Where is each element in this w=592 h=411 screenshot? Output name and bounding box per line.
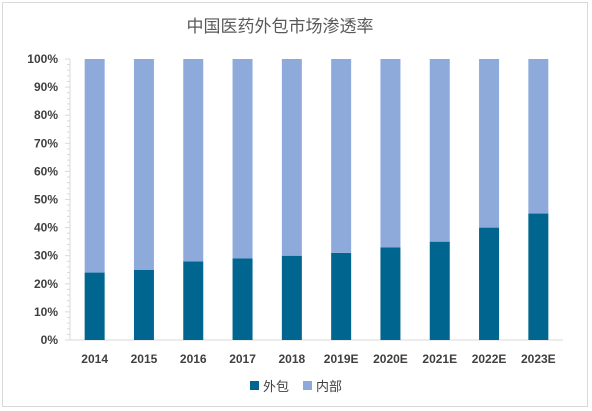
x-tick-label: 2022E bbox=[472, 352, 507, 366]
bar-internal-2015 bbox=[133, 59, 154, 270]
y-tick-label: 30% bbox=[34, 249, 58, 263]
x-tick-label: 2023E bbox=[521, 352, 556, 366]
x-tick-label: 2015 bbox=[131, 352, 158, 366]
bar-internal-2016 bbox=[183, 59, 204, 262]
y-tick-label: 40% bbox=[34, 221, 58, 235]
x-tick-label: 2014 bbox=[81, 352, 108, 366]
legend-label-internal: 内部 bbox=[316, 380, 343, 395]
bar-internal-2019E bbox=[331, 59, 352, 253]
bar-outsourced-2022E bbox=[479, 227, 500, 340]
y-tick-label: 0% bbox=[41, 333, 59, 347]
x-tick-label: 2020E bbox=[373, 352, 408, 366]
bar-internal-2020E bbox=[380, 59, 401, 248]
legend-swatch-outsourced bbox=[249, 381, 259, 390]
bar-outsourced-2015 bbox=[133, 269, 154, 340]
legend-label-outsourced: 外包 bbox=[262, 380, 289, 395]
bar-internal-2022E bbox=[479, 59, 500, 228]
y-tick-label: 60% bbox=[34, 164, 58, 178]
y-tick-label: 20% bbox=[34, 277, 58, 291]
legend-swatch-internal bbox=[303, 381, 312, 390]
x-tick-label: 2021E bbox=[422, 352, 457, 366]
legend-item-outsourced: 外包 bbox=[249, 376, 289, 395]
bar-internal-2021E bbox=[429, 59, 450, 242]
x-tick-label: 2018 bbox=[278, 352, 305, 366]
bar-outsourced-2023E bbox=[528, 213, 549, 340]
bar-internal-2018 bbox=[281, 59, 302, 256]
chart-title: 中国医药外包市场渗透率 bbox=[186, 17, 374, 37]
bar-internal-2014 bbox=[84, 59, 105, 273]
bar-internal-2017 bbox=[232, 59, 253, 259]
y-tick-label: 10% bbox=[34, 305, 58, 319]
bar-outsourced-2019E bbox=[331, 252, 352, 340]
y-tick-label: 100% bbox=[27, 52, 58, 66]
y-tick-label: 50% bbox=[34, 193, 58, 207]
bar-outsourced-2018 bbox=[281, 255, 302, 340]
bar-outsourced-2014 bbox=[84, 272, 105, 340]
bar-outsourced-2017 bbox=[232, 258, 253, 340]
x-tick-label: 2016 bbox=[180, 352, 207, 366]
x-tick-label: 2019E bbox=[324, 352, 359, 366]
bar-outsourced-2021E bbox=[429, 241, 450, 340]
y-tick-label: 80% bbox=[34, 108, 58, 122]
y-tick-label: 70% bbox=[34, 136, 58, 150]
y-tick-label: 90% bbox=[34, 80, 58, 94]
bar-internal-2023E bbox=[528, 59, 549, 214]
chart-legend: 外包 内部 bbox=[0, 376, 592, 395]
bar-outsourced-2020E bbox=[380, 247, 401, 340]
x-tick-label: 2017 bbox=[229, 352, 256, 366]
bar-outsourced-2016 bbox=[183, 261, 204, 340]
legend-item-internal: 内部 bbox=[303, 376, 342, 395]
